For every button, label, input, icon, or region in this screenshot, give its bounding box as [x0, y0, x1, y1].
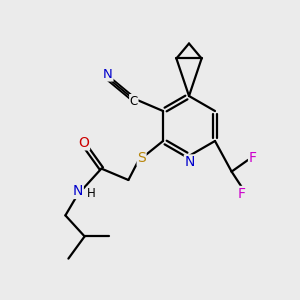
Text: F: F: [238, 187, 245, 200]
Text: S: S: [137, 152, 146, 165]
Text: N: N: [73, 184, 83, 198]
Text: H: H: [86, 187, 95, 200]
Text: N: N: [184, 155, 195, 169]
Text: O: O: [79, 136, 89, 150]
Text: C: C: [130, 94, 138, 108]
Text: F: F: [249, 152, 256, 165]
Text: N: N: [103, 68, 113, 81]
